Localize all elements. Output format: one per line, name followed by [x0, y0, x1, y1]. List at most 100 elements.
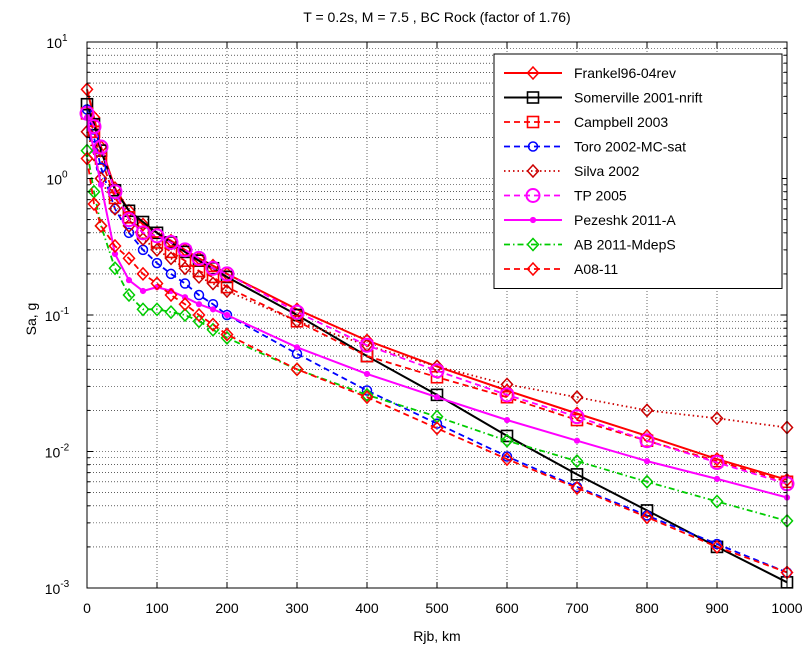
data-point [191, 250, 207, 266]
data-point [710, 539, 724, 555]
legend: Frankel96-04rev Somerville 2001-nrift Camp… [493, 53, 783, 289]
data-point [430, 421, 444, 436]
data-point [710, 411, 724, 426]
x-tick-label: 900 [705, 600, 729, 616]
y-tick-label: 10-2 [45, 443, 70, 461]
x-tick-label: 100 [145, 600, 169, 616]
data-point [431, 418, 443, 429]
data-point [221, 309, 233, 321]
data-point [151, 257, 163, 269]
data-point [361, 385, 373, 396]
data-point [289, 304, 305, 320]
data-point [90, 147, 98, 154]
series-line [86, 112, 788, 485]
data-point [429, 363, 445, 379]
y-tick-exponent: 0 [62, 170, 68, 181]
series-line [86, 103, 788, 584]
axis-ticks: 0 100 200 300 400 500 600 700 800 900 100010-310-2… [45, 33, 803, 616]
data-point [136, 217, 150, 232]
data-point [136, 302, 150, 317]
legend-item: Frankel96-04rev [504, 65, 676, 81]
legend-item: Somerville 2001-nrift [504, 90, 702, 106]
data-point [97, 181, 105, 188]
data-point [570, 480, 584, 496]
data-point [179, 278, 191, 289]
x-tick-label: 600 [495, 600, 519, 616]
data-point [192, 307, 206, 323]
x-tick-label: 400 [355, 600, 379, 616]
data-point [569, 409, 585, 425]
data-point [293, 344, 301, 351]
series-line [86, 117, 788, 499]
data-point [570, 468, 584, 481]
data-point [433, 394, 441, 401]
data-point [163, 234, 179, 250]
legend-item: TP 2005 [504, 188, 627, 204]
data-point [178, 261, 192, 276]
y-tick-base: 10 [45, 581, 61, 597]
legend-label: AB 2011-MdepS [574, 237, 676, 253]
data-point [93, 139, 109, 155]
data-point [499, 387, 515, 403]
legend-box [493, 53, 783, 289]
data-point [526, 91, 540, 104]
data-point [640, 474, 654, 489]
data-point [713, 475, 721, 482]
data-point [220, 283, 234, 299]
y-axis-label: Sa, g [23, 303, 39, 336]
legend-item: AB 2011-MdepS [504, 237, 676, 253]
data-point [125, 277, 133, 284]
data-point [192, 269, 206, 285]
data-point [108, 238, 122, 254]
data-point [150, 236, 164, 249]
data-point [526, 261, 540, 277]
y-tick-exponent: -2 [60, 443, 69, 454]
data-point [178, 307, 192, 323]
y-tick-base: 10 [46, 35, 62, 51]
y-tick-label: 100 [46, 170, 68, 188]
data-point [150, 242, 164, 257]
series-6 [83, 114, 791, 501]
data-point [640, 510, 654, 525]
data-point [570, 390, 584, 405]
x-tick-label: 1000 [771, 600, 802, 616]
data-point [643, 458, 651, 465]
y-tick-label: 101 [46, 33, 68, 51]
data-point [363, 370, 371, 378]
data-point [178, 297, 192, 312]
data-point [220, 327, 234, 342]
y-tick-base: 10 [45, 445, 61, 461]
data-point [139, 287, 147, 295]
data-point [570, 454, 584, 469]
data-point [223, 311, 231, 319]
series-line [86, 113, 788, 483]
data-point [164, 287, 178, 303]
data-point [150, 302, 164, 317]
series-layer [79, 82, 795, 589]
data-point [526, 115, 540, 129]
x-tick-label: 800 [635, 600, 659, 616]
legend-label: Somerville 2001-nrift [574, 90, 702, 106]
data-point [193, 289, 205, 301]
data-point [122, 251, 136, 266]
series-8 [80, 151, 794, 580]
x-axis-label: Rjb, km [413, 628, 460, 644]
data-point [640, 403, 654, 418]
data-point [526, 65, 540, 81]
x-tick-label: 700 [565, 600, 589, 616]
data-point [164, 245, 178, 259]
legend-item: Campbell 2003 [504, 114, 668, 130]
x-tick-label: 200 [215, 600, 239, 616]
data-point [135, 225, 151, 241]
data-point [710, 494, 724, 509]
y-tick-exponent: -3 [60, 579, 69, 590]
data-point [192, 314, 206, 329]
data-point [107, 184, 123, 200]
data-point [123, 227, 135, 239]
data-point [709, 455, 725, 471]
data-point [573, 437, 581, 444]
series-line [86, 158, 788, 574]
y-tick-exponent: -1 [60, 306, 69, 317]
data-point [136, 266, 150, 282]
data-point [87, 196, 101, 212]
